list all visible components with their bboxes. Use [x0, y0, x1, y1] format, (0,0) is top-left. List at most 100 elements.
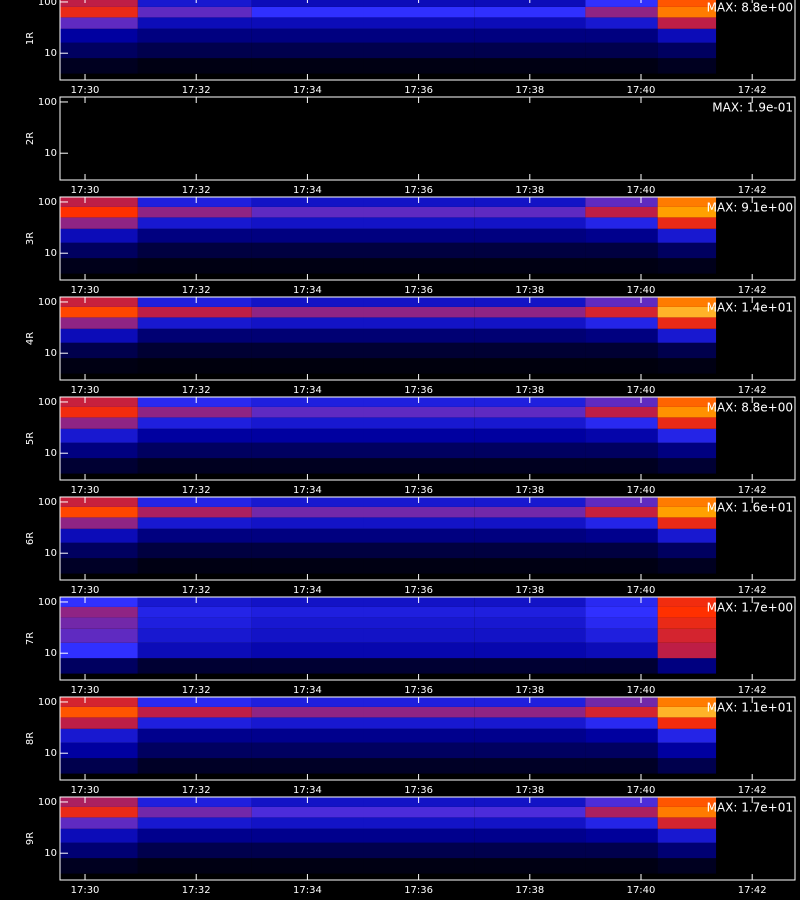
heatmap-cell	[585, 458, 658, 474]
heatmap-cell	[657, 428, 717, 443]
heatmap-cell	[251, 306, 364, 318]
heatmap-cell	[60, 742, 138, 759]
heatmap-cell	[657, 497, 717, 507]
y-tick-label: 100	[38, 697, 57, 708]
y-tick-label: 100	[38, 397, 57, 408]
heatmap-cell	[137, 158, 252, 174]
heatmap-cell	[363, 642, 475, 659]
heatmap-cell	[251, 742, 364, 759]
x-tick-label: 17:40	[627, 485, 656, 496]
heatmap-cell	[363, 442, 475, 459]
heatmap-cell	[657, 0, 717, 7]
heatmap-cell	[585, 206, 658, 218]
heatmap-cell	[474, 442, 586, 459]
heatmap-cell	[363, 17, 475, 29]
heatmap-cell	[363, 528, 475, 543]
heatmap-cell	[363, 517, 475, 529]
heatmap-cell	[363, 506, 475, 518]
x-tick-label: 17:32	[182, 385, 211, 396]
heatmap-cell	[585, 317, 658, 329]
heatmap-cell	[363, 317, 475, 329]
heatmap-cell	[585, 342, 658, 359]
heatmap-cell	[363, 306, 475, 318]
heatmap-cell	[251, 17, 364, 29]
heatmap-cell	[657, 17, 717, 29]
heatmap-cell	[251, 517, 364, 529]
heatmap-cell	[251, 858, 364, 874]
heatmap-cell	[474, 542, 586, 559]
heatmap-cell	[585, 528, 658, 543]
heatmap-cell	[137, 342, 252, 359]
y-tick-label: 10	[44, 448, 57, 459]
heatmap-cell	[363, 828, 475, 843]
y-tick-label: 100	[38, 97, 57, 108]
x-tick-label: 17:42	[738, 385, 767, 396]
heatmap-cell	[363, 742, 475, 759]
heatmap-cell	[60, 706, 138, 718]
heatmap-cell	[657, 642, 717, 659]
heatmap-cell	[137, 206, 252, 218]
x-tick-label: 17:42	[738, 585, 767, 596]
heatmap-cell	[251, 817, 364, 829]
y-tick-label: 100	[38, 597, 57, 608]
heatmap-cell	[60, 397, 138, 407]
heatmap-cell	[363, 617, 475, 629]
heatmap-cell	[657, 806, 717, 818]
y-tick-label: 10	[44, 248, 57, 259]
heatmap-cell	[60, 728, 138, 743]
heatmap-cell	[657, 706, 717, 718]
heatmap-cell	[251, 506, 364, 518]
heatmap-cell	[585, 142, 658, 159]
heatmap-cell	[474, 717, 586, 729]
x-tick-label: 17:34	[293, 785, 322, 796]
heatmap-cell	[363, 406, 475, 418]
heatmap-cell	[251, 158, 364, 174]
heatmap-cell	[251, 106, 364, 118]
x-tick-label: 17:32	[182, 585, 211, 596]
heatmap-cell	[585, 617, 658, 629]
max-annotation: MAX: 1.1e+01	[707, 701, 793, 715]
y-axis-label: 6R	[25, 532, 36, 545]
heatmap-cell	[474, 628, 586, 643]
heatmap-cell	[137, 128, 252, 143]
heatmap-cell	[474, 417, 586, 429]
x-tick-label: 17:38	[515, 585, 544, 596]
heatmap-cell	[251, 28, 364, 43]
heatmap-cell	[474, 817, 586, 829]
heatmap-cell	[60, 858, 138, 874]
heatmap-cell	[251, 358, 364, 374]
heatmap-cell	[137, 6, 252, 18]
y-tick-label: 100	[38, 497, 57, 508]
max-annotation: MAX: 1.9e-01	[712, 101, 793, 115]
heatmap-cell	[251, 728, 364, 743]
x-tick-label: 17:30	[71, 685, 100, 696]
heatmap-cell	[585, 558, 658, 574]
heatmap-cell	[657, 628, 717, 643]
heatmap-cell	[585, 58, 658, 74]
y-tick-label: 100	[38, 297, 57, 308]
heatmap-cell	[137, 728, 252, 743]
y-tick-label: 10	[44, 848, 57, 859]
heatmap-cell	[60, 528, 138, 543]
plot-frame	[59, 796, 796, 881]
heatmap-cell	[137, 297, 252, 307]
max-annotation: MAX: 1.7e+01	[707, 801, 793, 815]
x-tick-label: 17:36	[404, 885, 433, 896]
heatmap-cell	[60, 317, 138, 329]
heatmap-cell	[585, 858, 658, 874]
max-annotation: MAX: 8.8e+00	[707, 1, 793, 15]
heatmap-cell	[657, 606, 717, 618]
heatmap-cell	[363, 806, 475, 818]
plot-frame	[59, 696, 796, 781]
heatmap-cell	[585, 758, 658, 774]
heatmap-cell	[137, 117, 252, 129]
heatmap-cell	[251, 206, 364, 218]
heatmap-cell	[60, 358, 138, 374]
heatmap-cell	[137, 417, 252, 429]
x-tick-label: 17:30	[71, 585, 100, 596]
x-tick-label: 17:34	[293, 685, 322, 696]
x-tick-label: 17:38	[515, 685, 544, 696]
heatmap-cell	[60, 0, 138, 7]
x-tick-label: 17:40	[627, 385, 656, 396]
heatmap-cell	[363, 658, 475, 674]
